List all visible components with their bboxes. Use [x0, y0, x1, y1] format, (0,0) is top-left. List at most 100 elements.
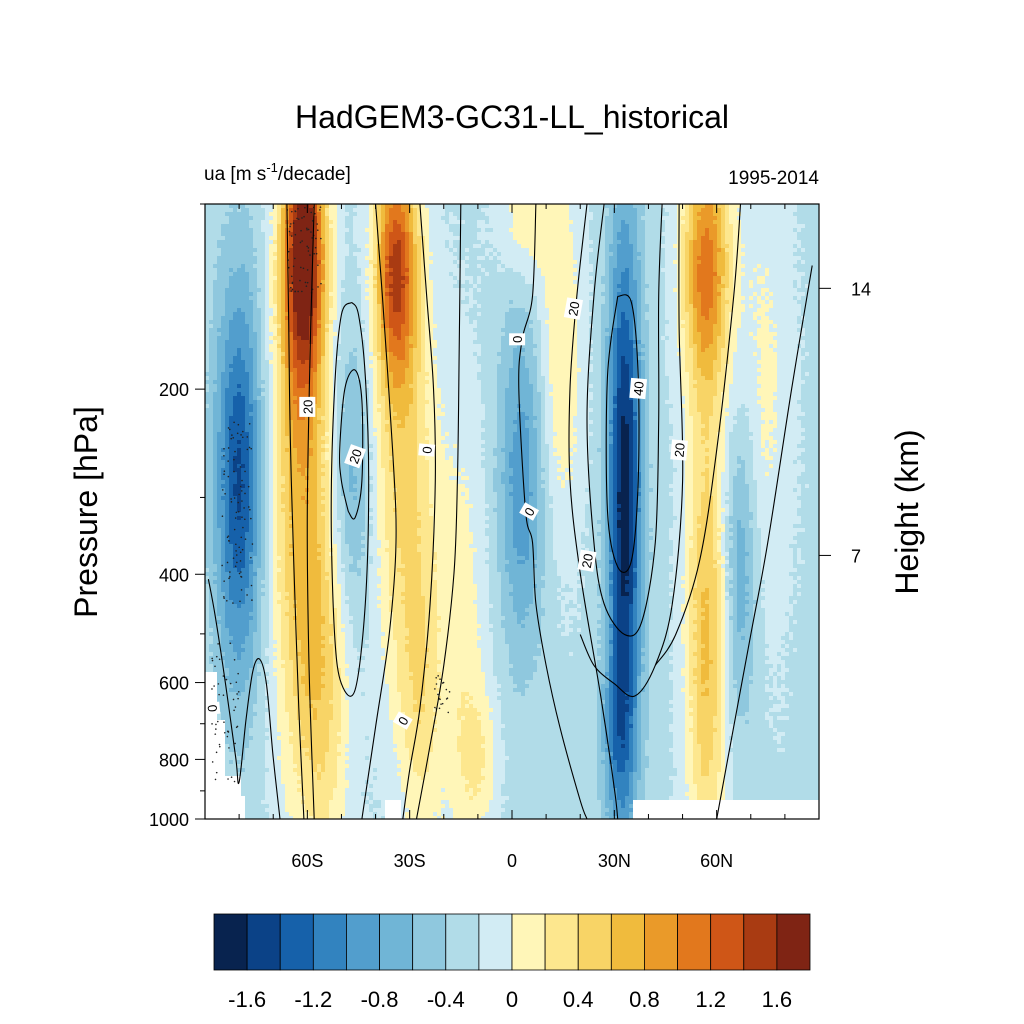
field-cell: [325, 484, 329, 488]
field-cell: [285, 808, 289, 812]
field-cell: [325, 440, 329, 444]
field-cell: [209, 396, 213, 400]
field-cell: [277, 708, 281, 712]
field-cell: [245, 236, 249, 240]
field-cell: [273, 708, 277, 712]
field-cell: [257, 592, 261, 596]
field-cell: [229, 416, 233, 420]
field-cell: [221, 560, 225, 564]
field-cell: [225, 552, 229, 556]
field-cell: [333, 428, 337, 432]
field-cell: [289, 320, 293, 324]
field-cell: [229, 752, 233, 756]
field-cell: [265, 768, 269, 772]
field-cell: [313, 724, 317, 728]
field-cell: [321, 444, 325, 448]
field-cell: [281, 612, 285, 616]
field-cell: [325, 468, 329, 472]
field-cell: [249, 612, 253, 616]
field-cell: [325, 328, 329, 332]
field-cell: [241, 344, 245, 348]
field-cell: [261, 632, 265, 636]
field-cell: [301, 696, 305, 700]
field-cell: [261, 468, 265, 472]
field-cell: [221, 588, 225, 592]
field-cell: [245, 488, 249, 492]
field-cell: [297, 624, 301, 628]
field-cell: [229, 512, 233, 516]
field-cell: [325, 284, 329, 288]
field-cell: [261, 608, 265, 612]
field-cell: [321, 740, 325, 744]
field-cell: [209, 716, 213, 720]
field-cell: [313, 624, 317, 628]
field-cell: [233, 584, 237, 588]
field-cell: [253, 268, 257, 272]
field-cell: [273, 536, 277, 540]
field-cell: [297, 812, 301, 816]
field-cell: [321, 216, 325, 220]
field-cell: [305, 364, 309, 368]
field-cell: [317, 436, 321, 440]
field-cell: [241, 384, 245, 388]
field-cell: [277, 704, 281, 708]
field-cell: [233, 796, 237, 800]
field-cell: [265, 628, 269, 632]
field-cell: [293, 704, 297, 708]
field-cell: [297, 272, 301, 276]
field-cell: [249, 796, 253, 800]
field-cell: [289, 256, 293, 260]
field-cell: [297, 480, 301, 484]
field-cell: [297, 324, 301, 328]
field-cell: [225, 268, 229, 272]
field-cell: [301, 232, 305, 236]
field-cell: [217, 624, 221, 628]
field-cell: [209, 644, 213, 648]
field-cell: [253, 460, 257, 464]
field-cell: [233, 816, 237, 820]
field-cell: [289, 648, 293, 652]
field-cell: [309, 548, 313, 552]
field-cell: [253, 640, 257, 644]
field-cell: [225, 408, 229, 412]
field-cell: [253, 280, 257, 284]
field-cell: [217, 348, 221, 352]
field-cell: [325, 560, 329, 564]
field-cell: [329, 760, 333, 764]
field-cell: [297, 220, 301, 224]
field-cell: [213, 792, 217, 796]
field-cell: [265, 324, 269, 328]
field-cell: [205, 792, 209, 796]
field-cell: [277, 552, 281, 556]
field-cell: [261, 308, 265, 312]
field-cell: [241, 712, 245, 716]
field-cell: [241, 360, 245, 364]
field-cell: [265, 616, 269, 620]
field-cell: [329, 736, 333, 740]
field-cell: [301, 352, 305, 356]
field-cell: [265, 816, 269, 820]
field-cell: [257, 400, 261, 404]
field-cell: [329, 388, 333, 392]
field-cell: [313, 420, 317, 424]
field-cell: [325, 220, 329, 224]
field-cell: [297, 356, 301, 360]
field-cell: [277, 680, 281, 684]
field-cell: [297, 488, 301, 492]
field-cell: [265, 304, 269, 308]
field-cell: [317, 572, 321, 576]
field-cell: [257, 416, 261, 420]
field-cell: [269, 356, 273, 360]
field-cell: [225, 260, 229, 264]
field-cell: [273, 564, 277, 568]
field-cell: [273, 648, 277, 652]
field-cell: [209, 476, 213, 480]
field-cell: [205, 572, 209, 576]
field-cell: [325, 628, 329, 632]
field-cell: [281, 608, 285, 612]
field-cell: [209, 372, 213, 376]
field-cell: [289, 564, 293, 568]
field-cell: [321, 596, 325, 600]
field-cell: [225, 328, 229, 332]
field-cell: [297, 468, 301, 472]
